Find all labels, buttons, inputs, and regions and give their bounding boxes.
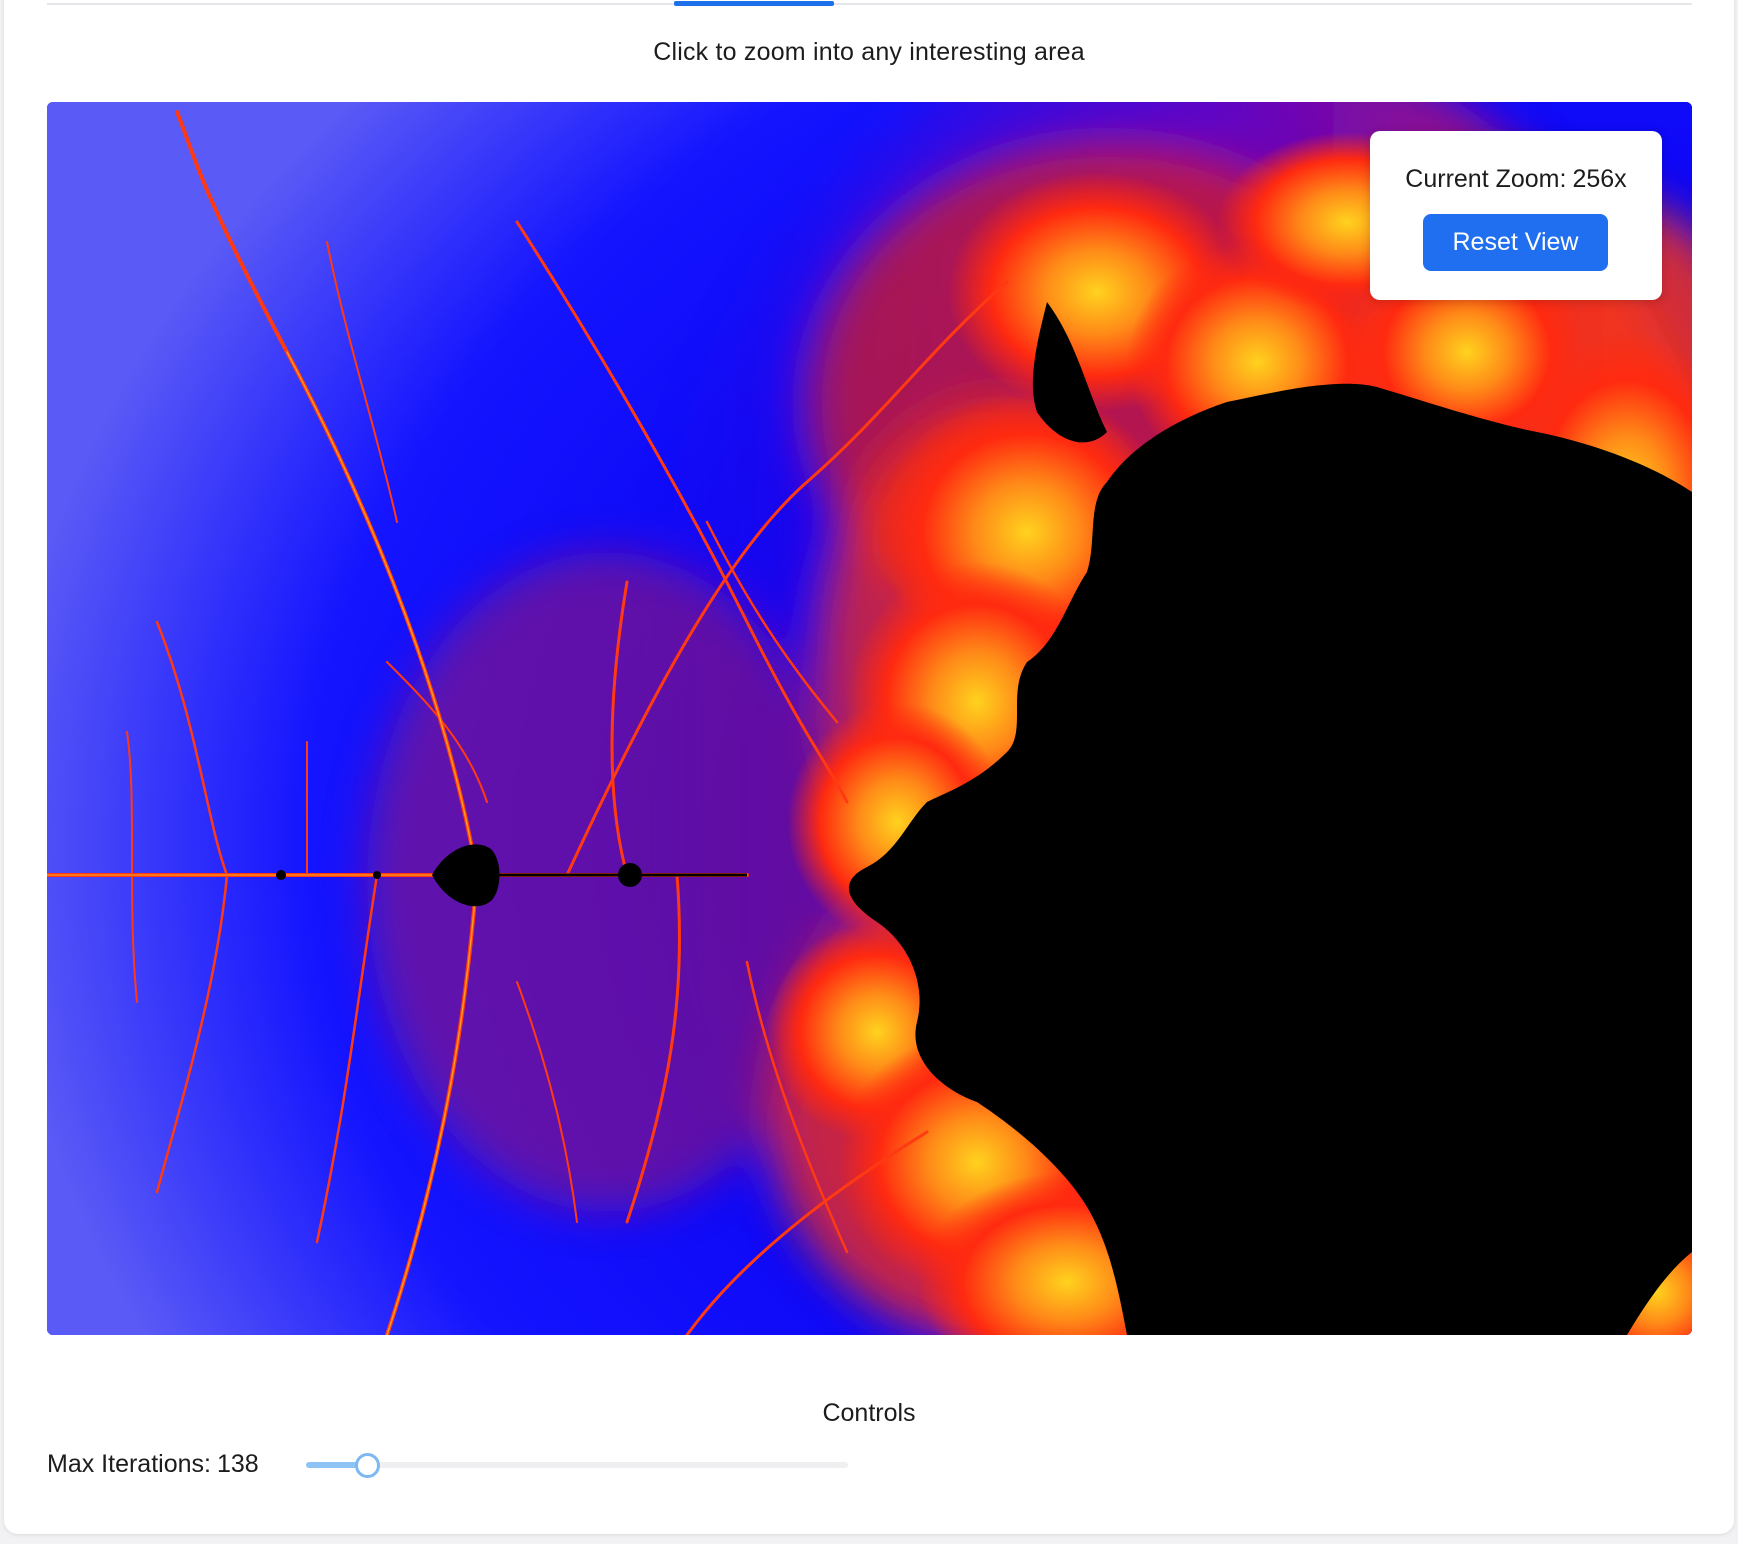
slider-track[interactable] bbox=[306, 1462, 848, 1468]
max-iterations-text: Max Iterations: bbox=[47, 1450, 211, 1478]
mandelbrot-render[interactable] bbox=[47, 102, 1692, 1335]
max-iterations-slider[interactable] bbox=[306, 1452, 848, 1478]
active-tab-indicator[interactable] bbox=[674, 1, 834, 6]
mandelbrot-set-body bbox=[848, 383, 1692, 1335]
fractal-canvas[interactable] bbox=[47, 102, 1692, 1335]
tab-bar-divider bbox=[47, 3, 1692, 5]
max-iterations-label: Max Iterations: 138 bbox=[47, 1450, 259, 1479]
max-iterations-value: 138 bbox=[216, 1450, 259, 1478]
fractal-minibrots bbox=[276, 844, 747, 907]
zoom-label: Current Zoom: bbox=[1405, 165, 1567, 193]
mandelbrot-bulb-top bbox=[1032, 302, 1107, 443]
zoom-panel: Current Zoom: 256x Reset View bbox=[1370, 131, 1662, 300]
controls-heading: Controls bbox=[822, 1399, 916, 1427]
slider-thumb[interactable] bbox=[355, 1453, 380, 1478]
instruction-text: Click to zoom into any interesting area bbox=[653, 38, 1085, 66]
reset-view-button[interactable]: Reset View bbox=[1423, 214, 1608, 271]
slider-fill bbox=[306, 1462, 367, 1468]
zoom-readout: Current Zoom: 256x bbox=[1370, 165, 1662, 194]
zoom-value: 256x bbox=[1572, 165, 1627, 193]
